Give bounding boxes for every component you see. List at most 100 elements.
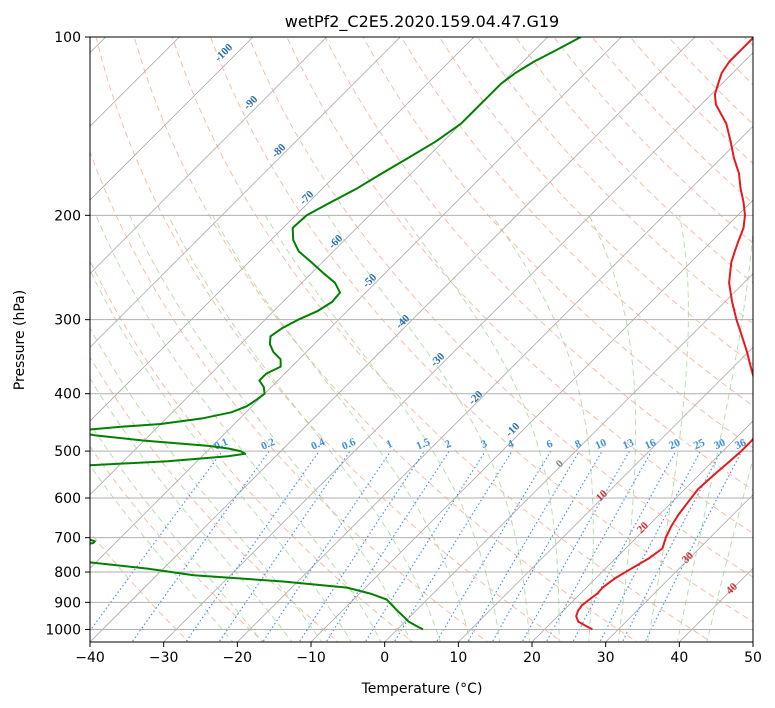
mixing-ratio-label: 2 bbox=[443, 438, 453, 451]
isotherm-line bbox=[90, 37, 475, 422]
mixing-ratio-line bbox=[572, 450, 677, 642]
mixing-ratio-label: 25 bbox=[692, 436, 707, 452]
dry-adiabat-line bbox=[324, 37, 753, 491]
dry-adiabat-line bbox=[439, 37, 753, 365]
y-tick-label: 200 bbox=[54, 208, 81, 224]
dry-adiabat-line bbox=[171, 37, 713, 642]
mixing-ratio-label: 4 bbox=[506, 438, 516, 451]
mixing-ratio-label: 3 bbox=[479, 438, 489, 451]
mixing-ratio-label: 1.5 bbox=[415, 436, 433, 453]
y-axis-label: Pressure (hPa) bbox=[12, 290, 28, 390]
dry-adiabat-line bbox=[515, 37, 753, 284]
isotherm-line bbox=[163, 52, 753, 642]
dry-adiabat-label: -10 bbox=[503, 420, 522, 439]
mixing-ratio-line bbox=[621, 450, 722, 642]
pressure-gridlines bbox=[90, 37, 753, 630]
mixing-ratio-line bbox=[90, 450, 223, 632]
isotherm-line bbox=[90, 37, 328, 275]
dry-adiabat-label: -70 bbox=[297, 188, 316, 207]
dry-adiabat-line bbox=[90, 445, 265, 642]
isotherm-line bbox=[384, 273, 753, 642]
mixing-ratio-label: 0.6 bbox=[340, 436, 358, 453]
moist-adiabat-label: 40 bbox=[724, 580, 741, 597]
x-axis-ticks: −40 −30 −20 −10 0 10 20 30 40 50 bbox=[75, 642, 762, 666]
dry-adiabat-line bbox=[90, 259, 414, 642]
mixing-ratio-label: 13 bbox=[621, 436, 636, 452]
x-tick-label: 10 bbox=[449, 650, 467, 666]
mixing-ratio-label: 30 bbox=[712, 436, 727, 452]
x-tick-label: 20 bbox=[523, 650, 541, 666]
temperature-profile-line bbox=[575, 37, 753, 631]
mixing-ratio-line bbox=[298, 450, 425, 642]
y-tick-label: 800 bbox=[54, 565, 81, 581]
mixing-ratio-line bbox=[218, 450, 351, 642]
x-axis-label: Temperature (°C) bbox=[361, 681, 483, 697]
isotherm-line bbox=[90, 37, 622, 569]
plot-frame bbox=[89, 36, 754, 643]
dry-adiabat-label: -20 bbox=[466, 388, 485, 407]
moist-adiabat-line bbox=[90, 464, 234, 642]
dry-adiabat-label: -80 bbox=[269, 141, 288, 160]
moist-adiabat-line bbox=[588, 215, 637, 642]
isotherm-line bbox=[90, 37, 254, 201]
mixing-ratio-label: 16 bbox=[643, 436, 658, 452]
isotherm-line bbox=[605, 494, 753, 642]
x-tick-label: 0 bbox=[380, 650, 389, 666]
dry-adiabat-line bbox=[553, 37, 753, 244]
isotherm-line bbox=[678, 567, 753, 642]
mixing-ratio-label: 0.1 bbox=[212, 436, 229, 453]
mixing-ratio-line bbox=[325, 450, 450, 642]
mixing-ratio-label: 0.4 bbox=[309, 436, 327, 453]
x-tick-label: −20 bbox=[223, 650, 253, 666]
mixing-ratio-label: 0.2 bbox=[259, 436, 277, 453]
isotherm-line bbox=[310, 199, 753, 642]
dry-adiabat-line bbox=[477, 37, 753, 325]
mixing-ratio-label: 1 bbox=[385, 438, 395, 451]
mixing-ratio-line bbox=[393, 450, 513, 642]
isotherm-line bbox=[531, 420, 753, 642]
dry-adiabat-label: -50 bbox=[360, 271, 379, 290]
moist-adiabat-line bbox=[706, 457, 753, 642]
isotherm-line bbox=[90, 37, 401, 348]
moist-adiabat-line bbox=[90, 269, 352, 642]
x-tick-label: −30 bbox=[149, 650, 179, 666]
x-tick-label: −40 bbox=[75, 650, 105, 666]
x-tick-label: 30 bbox=[597, 650, 615, 666]
dry-adiabat-line bbox=[744, 37, 753, 47]
mixing-ratio-label: 8 bbox=[573, 438, 583, 451]
dry-adiabat-label: -90 bbox=[241, 93, 260, 112]
mixing-ratio-label: 10 bbox=[593, 436, 608, 452]
moist-adiabat-line bbox=[491, 215, 594, 642]
y-tick-label: 1000 bbox=[45, 622, 81, 638]
line-labels: 0.1 0.2 0.4 0.6 1 1.5 2 3 4 6 8 10 13 16 20 25 30 36-100-… bbox=[212, 41, 748, 597]
y-tick-label: 700 bbox=[54, 531, 81, 547]
moist-adiabat-line bbox=[90, 422, 264, 642]
y-tick-label: 300 bbox=[54, 313, 81, 329]
moist-adiabat-line bbox=[95, 215, 382, 642]
mixing-ratio-line bbox=[644, 450, 743, 642]
isotherm-line bbox=[90, 37, 696, 642]
x-tick-label: −10 bbox=[296, 650, 326, 666]
isotherm-line bbox=[236, 125, 753, 642]
dry-adiabat-line bbox=[400, 37, 753, 407]
y-tick-label: 600 bbox=[54, 491, 81, 507]
mixing-ratio-line bbox=[435, 450, 552, 642]
dry-adiabat-line bbox=[286, 37, 753, 534]
mixing-ratio-line bbox=[185, 450, 320, 642]
moist-adiabat-line bbox=[647, 215, 689, 642]
y-tick-label: 100 bbox=[54, 30, 81, 46]
moist-adiabat-line bbox=[90, 377, 293, 642]
mixing-ratio-label: 6 bbox=[545, 438, 555, 451]
x-tick-label: 50 bbox=[744, 650, 762, 666]
mixing-ratio-label: 20 bbox=[667, 436, 682, 452]
mixing-ratio-line bbox=[131, 450, 270, 642]
mixing-ratio-line bbox=[599, 450, 701, 642]
moist-adiabat-label: 0 bbox=[554, 457, 567, 470]
mixing-ratio-line bbox=[364, 450, 486, 642]
chart-title: wetPf2_C2E5.2020.159.04.47.G19 bbox=[285, 12, 559, 32]
dry-adiabat-label: -100 bbox=[213, 41, 236, 64]
isotherm-line bbox=[752, 641, 753, 642]
dewpoint-profile-line bbox=[90, 37, 582, 631]
y-tick-label: 500 bbox=[54, 444, 81, 460]
